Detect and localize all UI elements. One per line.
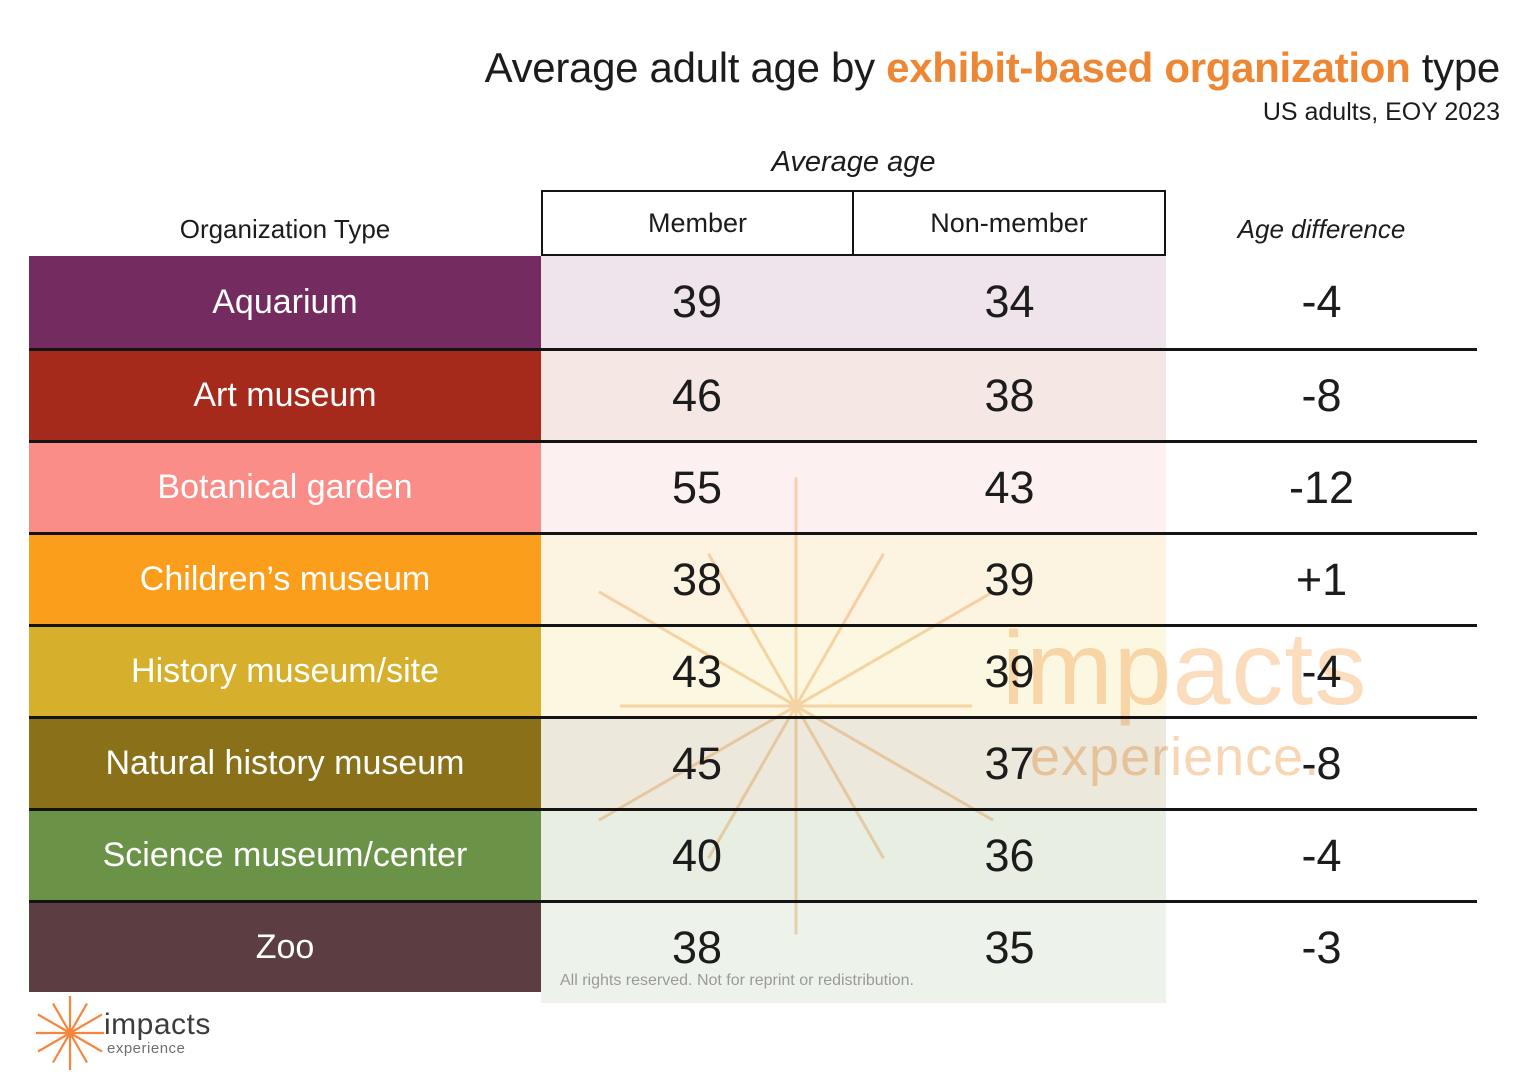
table-row: Zoo 38 35 -3	[29, 900, 1477, 992]
member-age-cell: 38	[541, 903, 853, 992]
nonmember-age-cell: 34	[853, 256, 1166, 348]
org-type-cell: Natural history museum	[29, 719, 541, 808]
age-difference-column-header: Age difference	[1237, 214, 1406, 244]
table-row: Natural history museum 45 37 -8	[29, 716, 1477, 808]
table-row: Botanical garden 55 43 -12	[29, 440, 1477, 532]
member-age-cell: 40	[541, 811, 853, 900]
org-type-cell: History museum/site	[29, 627, 541, 716]
org-type-column-header: Organization Type	[179, 214, 391, 244]
age-difference-cell: +1	[1166, 535, 1477, 624]
nonmember-age-cell: 36	[853, 811, 1166, 900]
subtitle: US adults, EOY 2023	[1262, 98, 1500, 126]
member-age-cell: 55	[541, 443, 853, 532]
tint-band-extension	[541, 992, 1166, 1003]
age-difference-cell: -4	[1166, 256, 1477, 348]
table-row: Children’s museum 38 39 +1	[29, 532, 1477, 624]
age-difference-cell: -8	[1166, 719, 1477, 808]
nonmember-age-cell: 38	[853, 351, 1166, 440]
nonmember-age-cell: 35	[853, 903, 1166, 992]
title-suffix: type	[1410, 44, 1501, 91]
member-age-cell: 38	[541, 535, 853, 624]
age-difference-cell: -4	[1166, 627, 1477, 716]
logo-text-impacts: impacts	[104, 1008, 211, 1041]
nonmember-age-cell: 39	[853, 535, 1166, 624]
table-row: Science museum/center 40 36 -4	[29, 808, 1477, 900]
logo-starburst-icon	[36, 996, 104, 1070]
table-row: Art museum 46 38 -8	[29, 348, 1477, 440]
age-difference-cell: -4	[1166, 811, 1477, 900]
member-columns-header-box: Member Non-member	[541, 190, 1166, 256]
member-age-cell: 45	[541, 719, 853, 808]
org-type-cell: Aquarium	[29, 256, 541, 348]
rights-note: All rights reserved. Not for reprint or …	[560, 972, 914, 989]
member-age-cell: 46	[541, 351, 853, 440]
org-type-cell: Science museum/center	[29, 811, 541, 900]
title-prefix: Average adult age by	[484, 44, 887, 91]
table-row: Aquarium 39 34 -4	[29, 256, 1477, 348]
org-type-cell: Botanical garden	[29, 443, 541, 532]
member-age-cell: 43	[541, 627, 853, 716]
table-row: History museum/site 43 39 -4	[29, 624, 1477, 716]
age-difference-cell: -8	[1166, 351, 1477, 440]
age-difference-cell: -3	[1166, 903, 1477, 992]
org-type-cell: Zoo	[29, 903, 541, 992]
page-title: Average adult age by exhibit-based organ…	[484, 44, 1501, 92]
average-age-group-label: Average age	[771, 146, 936, 178]
member-age-cell: 39	[541, 256, 853, 348]
title-highlight: exhibit-based organization	[886, 44, 1411, 91]
org-type-cell: Art museum	[29, 351, 541, 440]
logo-text-experience: experience	[107, 1040, 186, 1057]
nonmember-column-header: Non-member	[930, 207, 1088, 238]
age-difference-cell: -12	[1166, 443, 1477, 532]
data-table: Aquarium 39 34 -4 Art museum 46 38 -8 Bo…	[29, 256, 1477, 992]
nonmember-age-cell: 37	[853, 719, 1166, 808]
member-column-header: Member	[543, 192, 854, 254]
nonmember-age-cell: 39	[853, 627, 1166, 716]
org-type-cell: Children’s museum	[29, 535, 541, 624]
nonmember-age-cell: 43	[853, 443, 1166, 532]
